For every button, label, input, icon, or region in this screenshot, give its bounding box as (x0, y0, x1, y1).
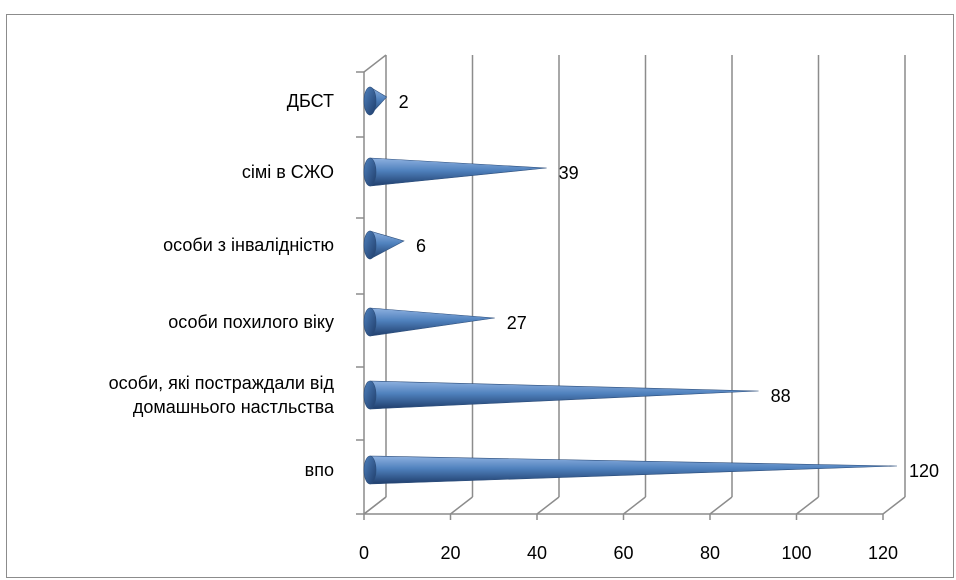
cone-base (363, 455, 377, 485)
floor-slant-0 (363, 496, 387, 515)
cone-base (363, 86, 377, 116)
cone-bar (369, 307, 495, 337)
cone-bar (369, 157, 547, 187)
chart-frame (6, 14, 954, 578)
data-label: 39 (559, 163, 579, 183)
floor-slant-40 (536, 496, 560, 515)
cone-base (363, 157, 377, 187)
x-tick-label: 120 (868, 543, 898, 563)
floor-slant-120 (882, 496, 906, 515)
cone-base (363, 307, 377, 337)
category-label: особи з інвалідністю (163, 235, 334, 255)
category-label: особи, які постраждали від (109, 373, 335, 393)
floor-slant-60 (623, 496, 646, 515)
x-tick-label: 40 (527, 543, 547, 563)
cone-bar (369, 380, 759, 410)
floor-slant-20 (450, 496, 473, 515)
category-label: ДБСТ (287, 91, 334, 111)
labels-layer: 0 20 40 60 80 100 120 ДБСТ сімі в СЖО особи з інв… (109, 91, 939, 563)
data-label: 6 (416, 236, 426, 256)
cone-base (363, 380, 377, 410)
x-tick-label: 100 (781, 543, 811, 563)
bars-layer (363, 86, 898, 485)
floor-slant-80 (709, 496, 733, 515)
data-label: 27 (507, 313, 527, 333)
category-label: сімі в СЖО (242, 162, 334, 182)
category-label: впо (305, 460, 334, 480)
x-tick-label: 60 (613, 543, 633, 563)
wall-top-edge (363, 54, 387, 73)
x-tick-label: 20 (440, 543, 460, 563)
x-tick-label: 0 (359, 543, 369, 563)
category-label: особи похилого віку (168, 312, 334, 332)
data-label: 88 (771, 386, 791, 406)
x-tick-label: 80 (700, 543, 720, 563)
cone-base (363, 230, 377, 260)
category-label: домашнього настльства (133, 397, 335, 417)
floor-slant-100 (796, 496, 819, 515)
axes-layer (356, 54, 906, 520)
data-label: 120 (909, 461, 939, 481)
data-label: 2 (399, 92, 409, 112)
